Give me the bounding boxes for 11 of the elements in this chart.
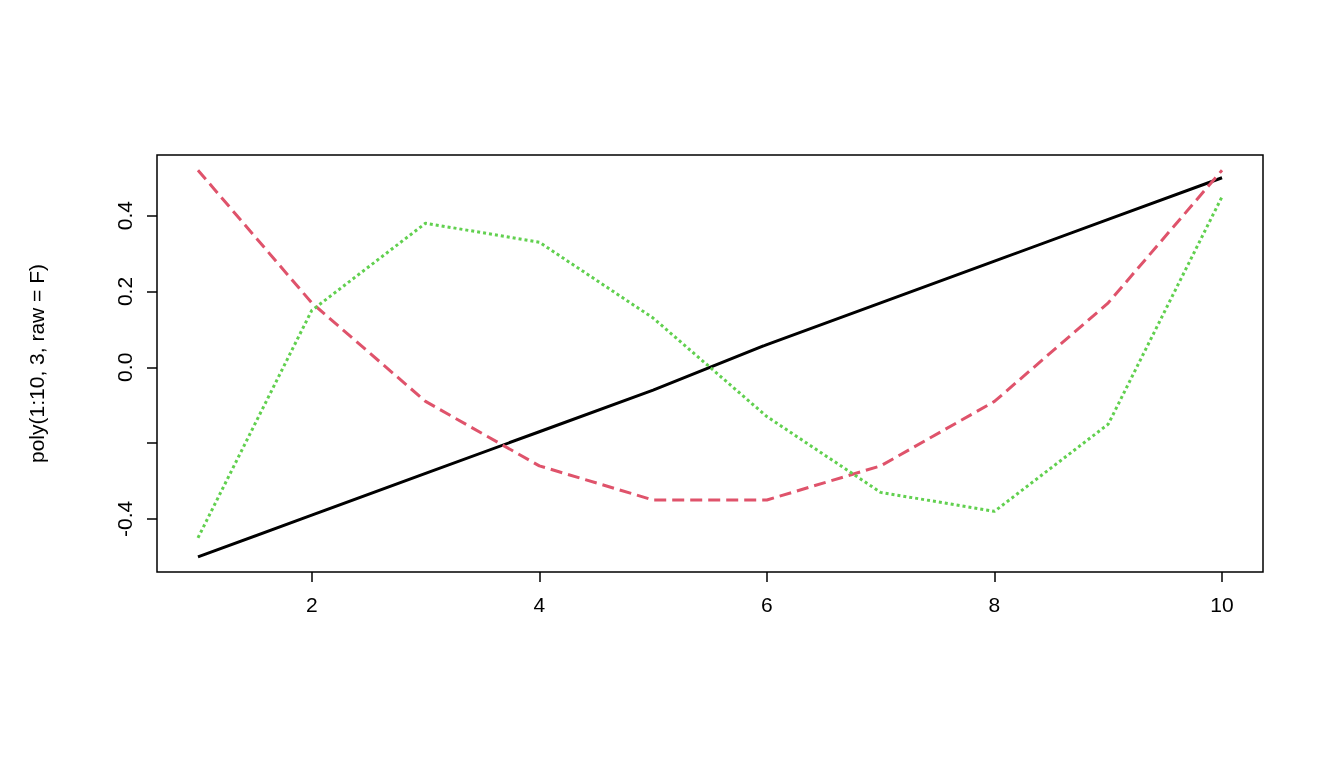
x-tick-label: 10: [1210, 593, 1234, 616]
y-axis-title: poly(1:10, 3, raw = F): [25, 264, 48, 463]
line-series: [196, 168, 1224, 502]
x-tick-label: 8: [988, 593, 1001, 616]
x-tick-label: 2: [305, 593, 318, 616]
x-tick-label: 6: [761, 593, 773, 616]
y-tick-label: 0.2: [113, 276, 136, 307]
y-tick-label: -0.4: [113, 500, 136, 538]
y-tick-label: 0.0: [113, 352, 136, 382]
y-tick-label: 0.4: [113, 200, 136, 231]
x-tick-label: 4: [533, 593, 546, 616]
